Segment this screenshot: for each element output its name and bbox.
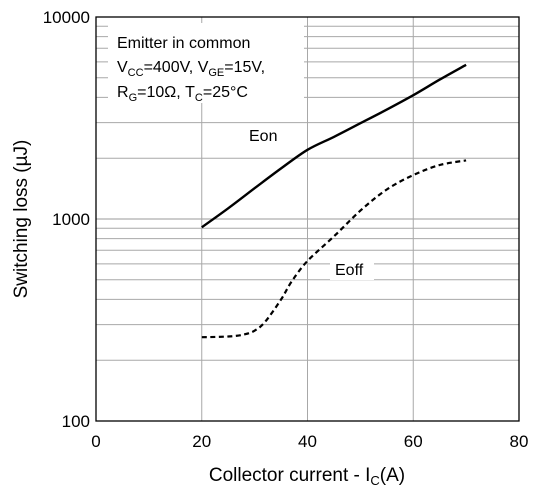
y-axis-title: Switching loss (µJ): [11, 140, 32, 299]
y-tick-label: 10000: [43, 8, 90, 27]
x-tick-label: 20: [192, 432, 211, 451]
x-tick-label: 60: [404, 432, 423, 451]
x-axis-title: Collector current - IC(A): [209, 465, 405, 488]
eon-label-background: [244, 124, 284, 146]
annotation-background: [108, 23, 304, 103]
grid-group: [96, 17, 519, 421]
x-tick-label: 0: [91, 432, 100, 451]
x-tick-labels: 0 20 40 60 80: [91, 432, 528, 451]
series-line-eon: [201, 63, 467, 229]
series-lines: [201, 63, 467, 339]
annotation-line-3: RG=10Ω, TC=25°C: [117, 84, 248, 104]
eoff-label-background: [330, 258, 374, 280]
plot-frame: [95, 16, 520, 422]
x-tick-label: 40: [298, 432, 317, 451]
y-tick-labels: 100 1000 10000: [43, 8, 90, 431]
y-tick-label: 1000: [52, 210, 90, 229]
series-label-eoff: Eoff: [335, 262, 364, 279]
condition-annotation: Emitter in common VCC=400V, VGE=15V, RG=…: [108, 23, 304, 104]
y-tick-label: 100: [62, 412, 90, 431]
x-tick-label: 80: [510, 432, 529, 451]
series-label-eon: Eon: [249, 128, 277, 145]
series-line-eoff: [201, 159, 467, 339]
annotation-line-2: VCC=400V, VGE=15V,: [117, 59, 265, 79]
annotation-line-1: Emitter in common: [117, 35, 250, 52]
